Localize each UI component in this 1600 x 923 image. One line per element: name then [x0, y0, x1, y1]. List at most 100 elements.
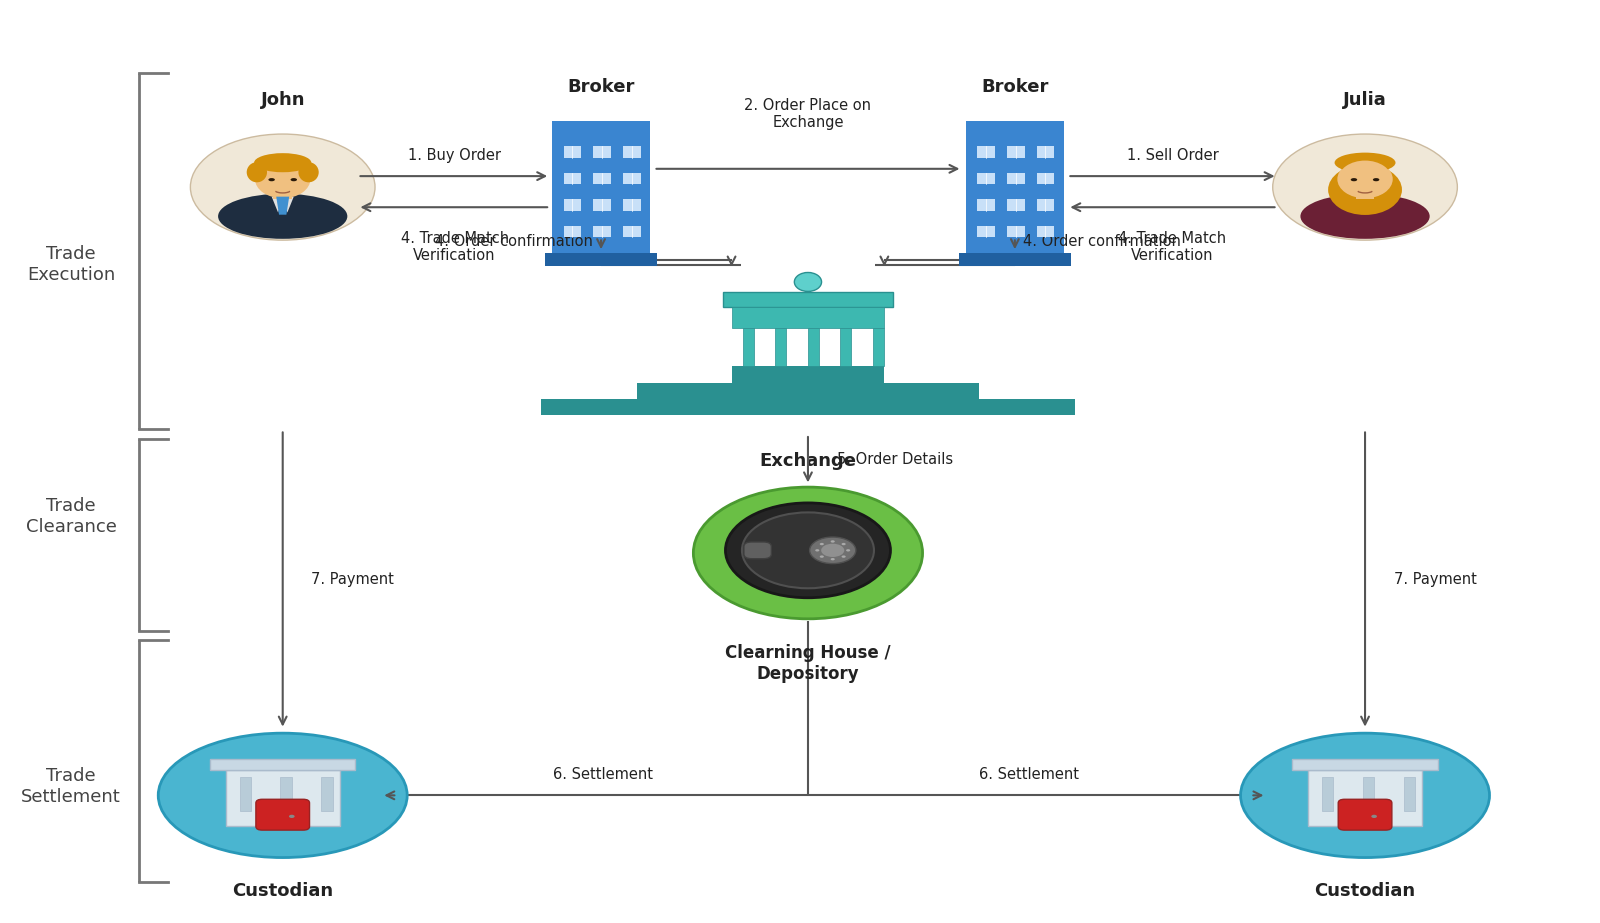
Text: 4. Order confirmation: 4. Order confirmation [435, 234, 594, 248]
Bar [541, 399, 1075, 415]
Ellipse shape [1328, 164, 1402, 215]
Bar [840, 329, 851, 366]
Ellipse shape [269, 178, 275, 181]
Text: Trade
Settlement: Trade Settlement [21, 767, 122, 806]
FancyBboxPatch shape [1006, 146, 1024, 158]
Circle shape [190, 134, 374, 240]
Text: Julia: Julia [1342, 91, 1387, 109]
Ellipse shape [1240, 733, 1490, 857]
FancyBboxPatch shape [594, 173, 611, 185]
Bar [1322, 777, 1333, 810]
Circle shape [1371, 815, 1378, 818]
Bar [874, 329, 883, 366]
Circle shape [830, 540, 835, 543]
FancyBboxPatch shape [622, 225, 640, 237]
Text: 7. Payment: 7. Payment [1394, 572, 1477, 587]
Text: Trade
Clearance: Trade Clearance [26, 497, 117, 535]
Bar [280, 777, 291, 810]
FancyBboxPatch shape [978, 225, 995, 237]
FancyBboxPatch shape [622, 199, 640, 211]
Text: 4. Trade Match
Verification: 4. Trade Match Verification [400, 231, 509, 263]
Text: 4. Trade Match
Verification: 4. Trade Match Verification [1118, 231, 1227, 263]
Circle shape [1272, 134, 1458, 240]
Circle shape [725, 503, 891, 598]
Ellipse shape [1350, 178, 1357, 181]
Polygon shape [277, 197, 290, 215]
FancyBboxPatch shape [256, 799, 309, 830]
Circle shape [830, 558, 835, 560]
Polygon shape [210, 760, 355, 771]
Polygon shape [283, 197, 294, 212]
Bar [546, 254, 656, 266]
Text: 7. Payment: 7. Payment [312, 572, 394, 587]
FancyBboxPatch shape [978, 199, 995, 211]
FancyBboxPatch shape [1037, 225, 1054, 237]
Circle shape [693, 487, 923, 618]
Ellipse shape [218, 194, 347, 239]
Bar [808, 329, 819, 366]
Text: 4. Order confirmation: 4. Order confirmation [1022, 234, 1181, 248]
Ellipse shape [299, 162, 318, 183]
FancyBboxPatch shape [1338, 799, 1392, 830]
FancyBboxPatch shape [594, 199, 611, 211]
Ellipse shape [1373, 178, 1379, 181]
Bar [1309, 771, 1422, 826]
FancyBboxPatch shape [978, 173, 995, 185]
Bar [742, 329, 754, 366]
Bar [965, 121, 1064, 254]
Ellipse shape [246, 162, 267, 183]
Text: Clearning House /
Depository: Clearning House / Depository [725, 644, 891, 683]
Bar [733, 366, 883, 382]
Text: 2. Order Place on
Exchange: 2. Order Place on Exchange [744, 98, 872, 130]
Ellipse shape [1338, 160, 1392, 198]
Bar [226, 771, 339, 826]
FancyBboxPatch shape [622, 173, 640, 185]
FancyBboxPatch shape [1037, 146, 1054, 158]
FancyBboxPatch shape [1037, 173, 1054, 185]
Bar [733, 307, 883, 329]
FancyBboxPatch shape [594, 225, 611, 237]
Text: 1. Sell Order: 1. Sell Order [1126, 149, 1218, 163]
Bar [1363, 777, 1374, 810]
Text: 6. Settlement: 6. Settlement [979, 767, 1078, 782]
FancyBboxPatch shape [594, 146, 611, 158]
Polygon shape [1293, 760, 1438, 771]
Circle shape [821, 544, 845, 557]
Circle shape [842, 556, 846, 557]
Polygon shape [272, 197, 283, 212]
FancyBboxPatch shape [563, 146, 581, 158]
Text: 6. Settlement: 6. Settlement [552, 767, 653, 782]
FancyBboxPatch shape [563, 199, 581, 211]
FancyBboxPatch shape [978, 146, 995, 158]
Bar [776, 329, 786, 366]
Circle shape [810, 537, 856, 564]
Ellipse shape [1301, 194, 1430, 239]
Text: Custodian: Custodian [232, 882, 333, 900]
Bar [1355, 189, 1374, 198]
FancyBboxPatch shape [744, 542, 771, 558]
Circle shape [842, 543, 846, 545]
FancyBboxPatch shape [1037, 199, 1054, 211]
Circle shape [819, 556, 824, 557]
Ellipse shape [794, 272, 821, 292]
Text: John: John [261, 91, 306, 109]
Ellipse shape [254, 160, 310, 198]
Bar [1403, 777, 1414, 810]
Bar [322, 777, 333, 810]
Text: Custodian: Custodian [1315, 882, 1416, 900]
Circle shape [742, 512, 874, 588]
Bar [274, 189, 291, 198]
Ellipse shape [158, 733, 406, 857]
Text: Broker: Broker [568, 78, 635, 96]
Ellipse shape [254, 153, 312, 173]
Text: Broker: Broker [981, 78, 1048, 96]
FancyBboxPatch shape [1006, 225, 1024, 237]
FancyBboxPatch shape [1006, 199, 1024, 211]
FancyBboxPatch shape [1006, 173, 1024, 185]
Bar [240, 777, 251, 810]
Bar [958, 254, 1070, 266]
Circle shape [290, 815, 294, 818]
Circle shape [819, 543, 824, 545]
Ellipse shape [1334, 152, 1395, 173]
Ellipse shape [291, 178, 298, 181]
